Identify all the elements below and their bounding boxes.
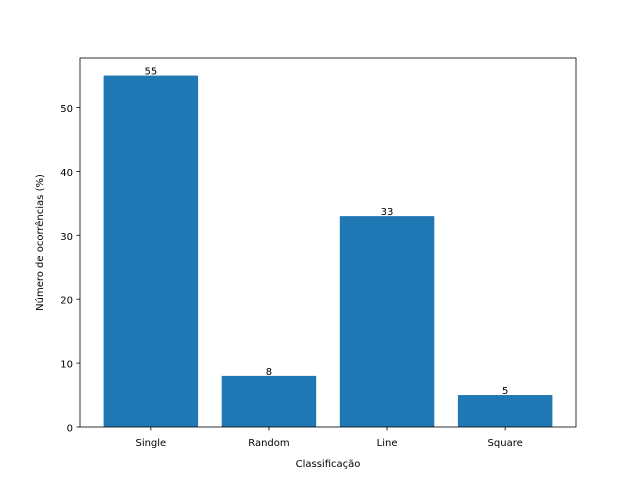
x-tick-label-line: Line [377,438,398,449]
bar-random [221,375,317,427]
y-axis-title: Número de ocorrências (%) [34,174,46,311]
bar-single [103,75,199,428]
bar-square [457,395,553,427]
x-tick-label-random: Random [248,438,289,449]
y-tick-label: 30 [60,232,73,243]
bars-group [103,75,553,428]
plot-frame [79,57,577,428]
data-labels-group: 55 8 33 5 [144,67,508,397]
y-tick-label: 50 [60,104,73,115]
data-label-single: 55 [144,67,157,78]
data-label-line: 33 [381,207,394,218]
data-label-random: 8 [266,367,272,378]
y-tick-label: 40 [60,168,73,179]
x-axis: Single Random Line Square [135,427,523,449]
y-tick-label: 20 [60,296,73,307]
x-axis-title: Classificação [296,459,361,470]
y-axis: 0 10 20 30 40 50 [60,104,80,435]
y-tick-label: 10 [60,360,73,371]
x-tick-label-single: Single [135,438,166,449]
x-tick-label-square: Square [488,438,523,449]
data-label-square: 5 [502,386,508,397]
y-tick-label: 0 [67,424,73,435]
bar-line [339,216,435,427]
